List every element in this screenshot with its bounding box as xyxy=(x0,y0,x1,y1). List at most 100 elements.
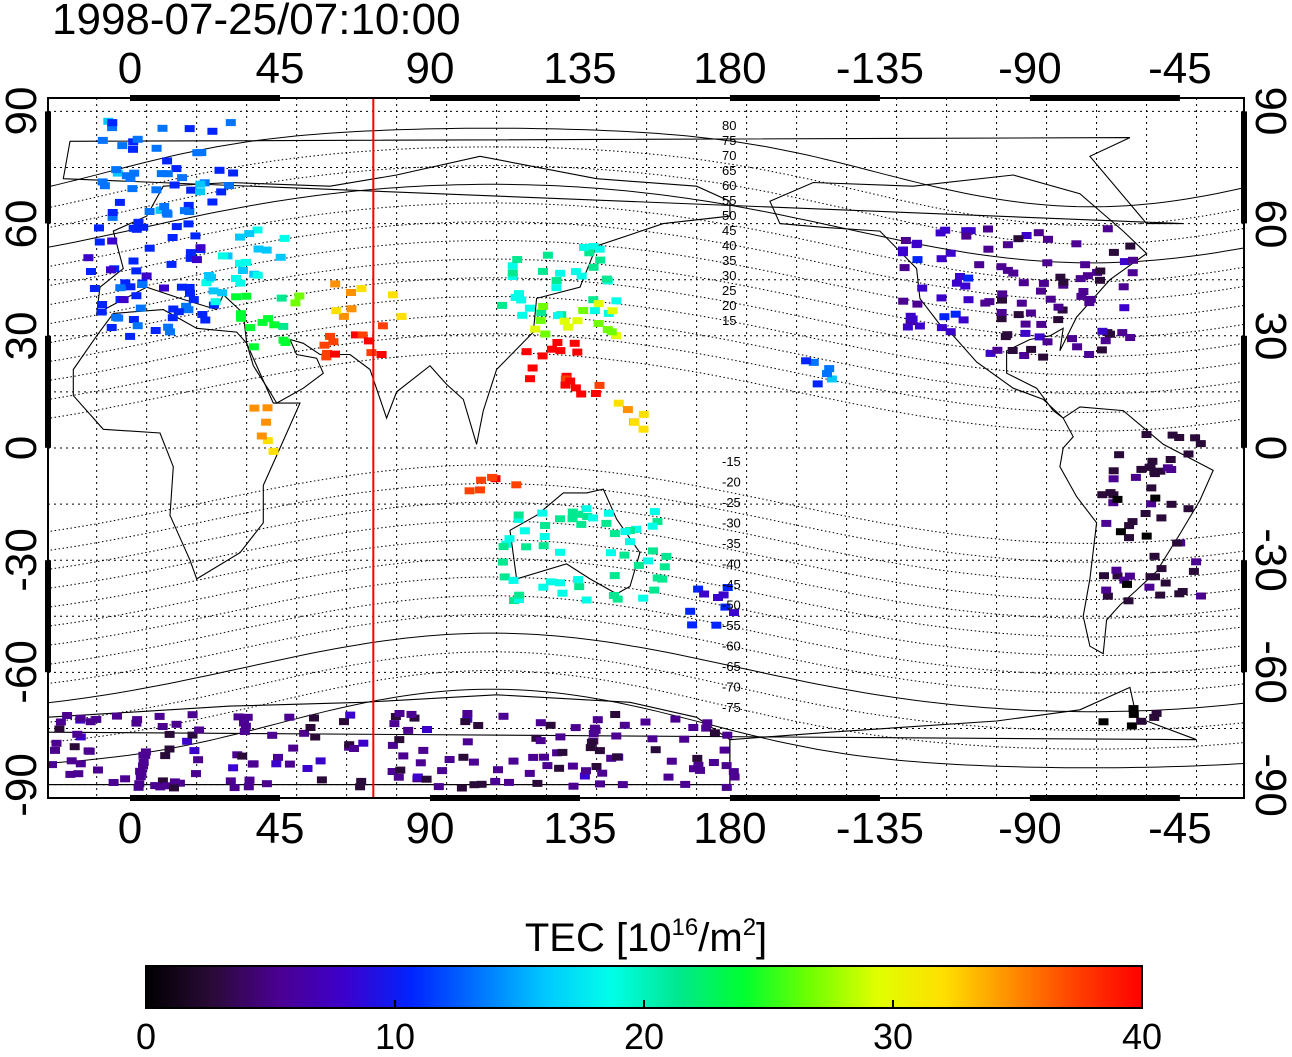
tec-cell xyxy=(689,765,699,773)
colorbar-title-prefix: TEC [10 xyxy=(524,916,672,960)
tec-cell xyxy=(418,746,429,754)
tec-cell xyxy=(171,720,182,728)
tec-cell xyxy=(475,486,485,494)
tec-cell xyxy=(576,272,587,280)
tec-cell xyxy=(184,125,195,133)
tec-cell xyxy=(1149,713,1160,721)
tec-cell xyxy=(663,773,674,781)
mag-lat-label: 65 xyxy=(722,163,736,178)
tec-cell xyxy=(1126,722,1137,730)
tec-cell xyxy=(728,768,739,776)
mag-lat-label: -60 xyxy=(722,639,741,654)
tec-cell xyxy=(513,515,524,523)
lat-tick-left: -30 xyxy=(0,528,46,592)
tec-cell xyxy=(168,305,179,313)
tec-cell xyxy=(670,715,681,723)
tec-cell xyxy=(186,186,197,194)
tec-cell xyxy=(358,739,369,747)
tec-cell xyxy=(238,267,248,274)
tec-cell xyxy=(1071,240,1082,248)
tec-cell xyxy=(567,508,578,516)
tec-cell xyxy=(241,292,252,300)
tec-cell xyxy=(1183,505,1194,513)
tec-cell xyxy=(195,180,206,188)
tec-cell xyxy=(709,729,720,737)
tec-cell xyxy=(127,185,138,193)
tec-cell xyxy=(611,332,621,340)
tec-cell xyxy=(376,351,387,358)
tec-cell xyxy=(917,284,928,292)
tec-cell xyxy=(557,589,568,597)
tec-cell xyxy=(1042,338,1053,346)
tec-cell xyxy=(225,777,236,785)
tec-cell xyxy=(912,239,923,247)
tec-cell xyxy=(572,348,583,356)
tec-cell xyxy=(638,594,649,602)
tec-cell xyxy=(62,712,73,719)
tec-cell xyxy=(83,747,94,755)
tec-cell xyxy=(680,780,691,788)
tec-cell xyxy=(51,739,62,747)
tec-cell xyxy=(578,307,589,314)
tec-cell xyxy=(570,384,581,392)
lat-tick-left: 30 xyxy=(0,311,46,361)
tec-cell xyxy=(1020,329,1031,337)
tec-cell xyxy=(284,760,295,768)
tec-cell xyxy=(437,767,448,775)
tec-cell xyxy=(1078,288,1089,295)
tec-cell xyxy=(612,595,623,603)
tec-cell xyxy=(106,324,117,331)
tec-cell xyxy=(1128,256,1138,264)
tec-cell xyxy=(936,294,947,302)
tec-cell xyxy=(595,256,606,264)
north-america-outline xyxy=(769,174,1148,419)
lat-tick-right: 60 xyxy=(1246,199,1292,249)
tec-cell xyxy=(409,714,420,722)
tec-cell xyxy=(120,279,131,287)
tec-cell xyxy=(912,300,923,308)
tec-cell xyxy=(141,272,152,280)
tec-cell xyxy=(573,510,584,518)
tec-cell xyxy=(273,753,283,761)
tec-cell xyxy=(1053,316,1064,324)
frame-tick-bar xyxy=(130,95,280,101)
tec-cell xyxy=(585,744,596,752)
tec-cell xyxy=(1136,717,1147,725)
tec-cell xyxy=(527,364,538,372)
tec-cell xyxy=(128,257,139,265)
tec-cell xyxy=(269,321,280,329)
tec-cell xyxy=(576,520,587,528)
tec-cell xyxy=(302,765,313,772)
tec-cell xyxy=(1102,592,1113,600)
tec-cell xyxy=(514,290,524,298)
tec-cell xyxy=(1191,558,1202,566)
tec-cell xyxy=(207,198,218,206)
tec-cell xyxy=(572,317,583,325)
tec-cell xyxy=(508,757,519,765)
tec-cell xyxy=(535,317,546,324)
tec-cell xyxy=(666,757,677,765)
tec-cell xyxy=(540,330,551,338)
tec-cell xyxy=(356,285,367,293)
tec-cell xyxy=(117,142,128,150)
tec-cell xyxy=(1095,267,1106,275)
tec-cell xyxy=(824,365,835,373)
tec-cell xyxy=(1167,431,1178,439)
tec-cell xyxy=(1155,467,1166,475)
tec-cell xyxy=(900,237,911,244)
tec-cell xyxy=(1174,590,1185,598)
tec-cell xyxy=(309,714,319,722)
tec-cell xyxy=(91,715,102,723)
tec-cell xyxy=(914,322,925,330)
tec-cell xyxy=(396,312,407,320)
tec-cell xyxy=(1067,335,1077,343)
tec-cell xyxy=(97,136,108,144)
tec-cell xyxy=(133,218,144,226)
tec-cell xyxy=(164,730,175,738)
tec-cell xyxy=(192,149,203,157)
tec-cell xyxy=(1115,528,1126,536)
tec-cell xyxy=(565,377,576,385)
tec-cell xyxy=(252,226,263,234)
tec-cell xyxy=(75,714,86,722)
tec-cell xyxy=(135,773,146,781)
